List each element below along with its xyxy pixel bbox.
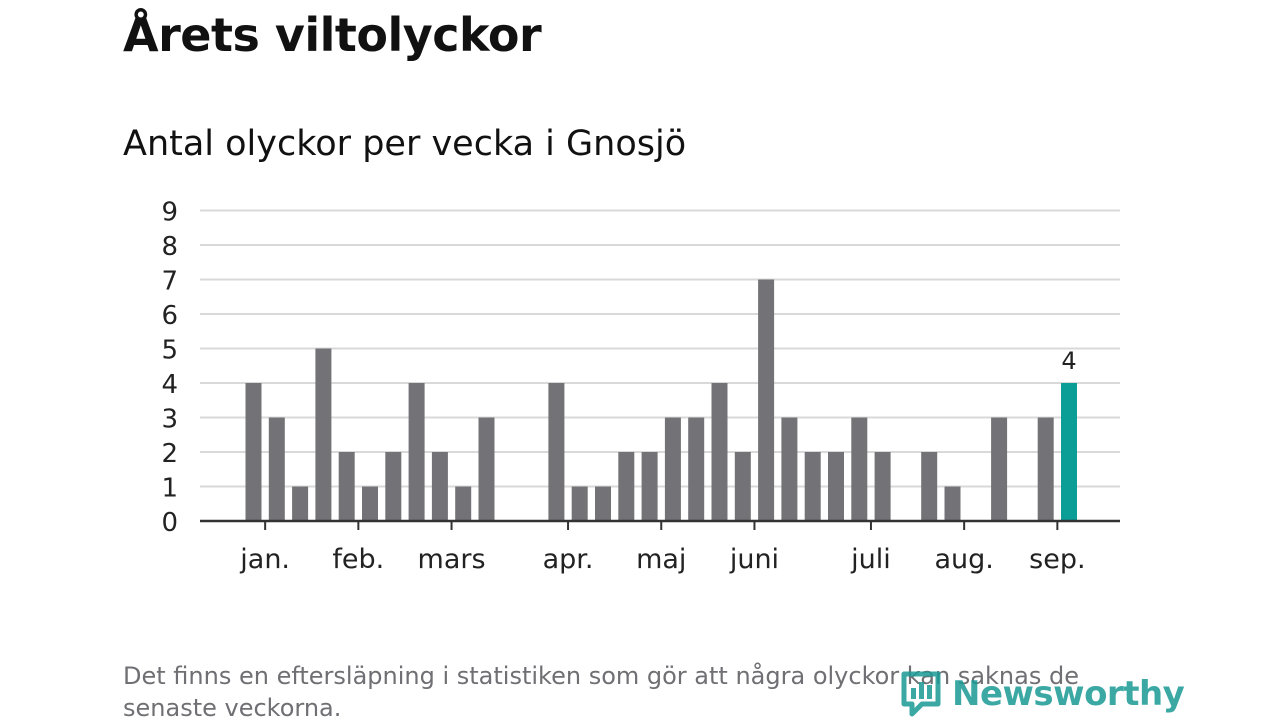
- x-axis-month-labels: jan. feb. mars apr. maj juni juli aug. sep.: [239, 521, 1086, 575]
- y-tick-label: 9: [161, 198, 178, 228]
- month-label: juli: [850, 544, 891, 575]
- bar: [362, 486, 378, 521]
- data-labels: 4: [1061, 347, 1076, 375]
- month-label: sep.: [1029, 544, 1085, 575]
- bar: [874, 452, 891, 521]
- month-label: feb.: [332, 544, 384, 575]
- y-tick-label: 5: [161, 336, 178, 366]
- bar: [385, 452, 402, 521]
- y-tick-label: 4: [161, 370, 178, 400]
- month-label: jan.: [239, 544, 290, 575]
- bar: [991, 417, 1008, 521]
- bar: [338, 452, 355, 521]
- month-label: mars: [418, 544, 486, 575]
- newsworthy-logo: Newsworthy: [900, 668, 1185, 720]
- bar: [1037, 417, 1054, 521]
- bar: [595, 486, 611, 521]
- bar: [664, 417, 681, 521]
- bar: [781, 417, 798, 521]
- bar: [455, 486, 472, 521]
- bar-chart: 0 1 2 3 4 5 6 7 8 9 jan. feb. mars apr. maj juni juli au…: [161, 198, 1120, 575]
- bar: [734, 452, 751, 521]
- data-label: 4: [1061, 347, 1076, 375]
- bar: [828, 452, 844, 521]
- y-tick-label: 7: [161, 267, 178, 297]
- bar: [851, 417, 868, 521]
- bar: [688, 417, 705, 521]
- bar: [641, 452, 658, 521]
- y-axis-ticks: 0 1 2 3 4 5 6 7 8 9: [161, 198, 178, 539]
- month-label: aug.: [934, 544, 993, 575]
- gridlines: [200, 209, 1120, 488]
- page-title: Årets viltolyckor: [123, 8, 542, 62]
- bar: [268, 417, 285, 521]
- y-tick-label: 0: [161, 508, 178, 538]
- bar: [315, 348, 332, 521]
- month-label: apr.: [543, 544, 594, 575]
- month-label: juni: [729, 544, 779, 575]
- bar: [618, 452, 635, 521]
- bar: [711, 383, 728, 521]
- y-tick-label: 1: [161, 474, 178, 504]
- bar: [944, 486, 961, 521]
- bar: [478, 417, 495, 521]
- newsworthy-logo-icon: [901, 671, 941, 717]
- logo-text: Newsworthy: [952, 674, 1185, 714]
- bar: [431, 452, 448, 521]
- bars: [245, 279, 1077, 521]
- y-tick-label: 6: [161, 301, 178, 331]
- bar: [548, 383, 565, 521]
- chart-subtitle: Antal olyckor per vecka i Gnosjö: [123, 124, 687, 164]
- bar: [804, 452, 821, 521]
- bar-highlight: [1061, 383, 1077, 521]
- y-tick-label: 8: [161, 232, 178, 262]
- bar: [245, 383, 262, 521]
- bar: [921, 452, 938, 521]
- bar: [292, 486, 309, 521]
- y-tick-label: 3: [161, 405, 178, 435]
- bar: [571, 486, 588, 521]
- bar: [758, 279, 775, 521]
- y-tick-label: 2: [161, 439, 178, 469]
- bar: [408, 383, 425, 521]
- month-label: maj: [636, 544, 686, 575]
